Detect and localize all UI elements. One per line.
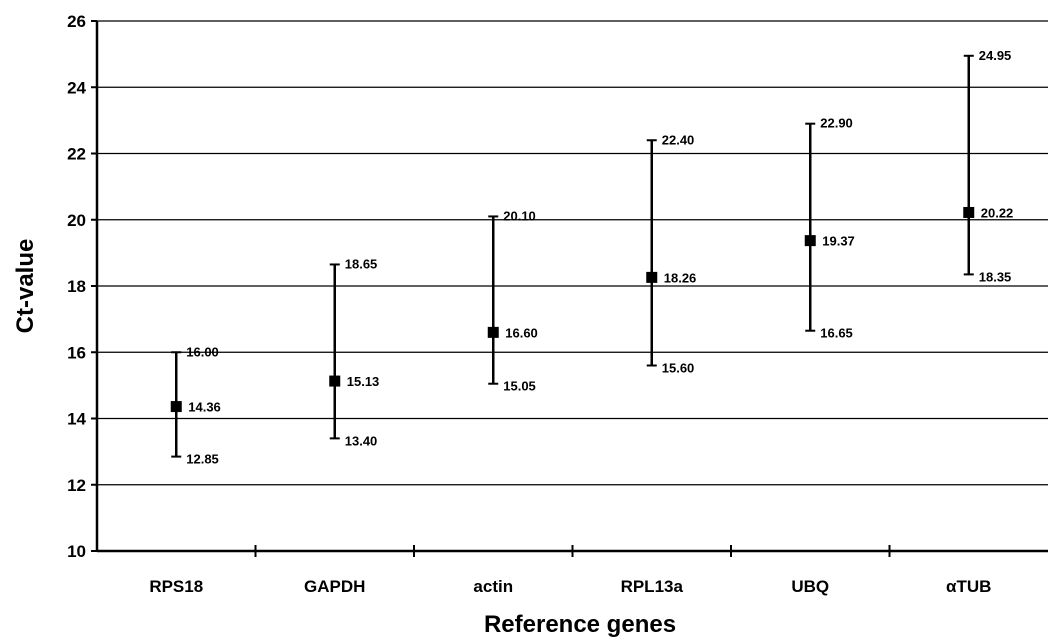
x-tick-label: actin	[473, 577, 513, 596]
y-tick-label: 22	[67, 145, 86, 164]
x-tick-label: GAPDH	[304, 577, 365, 596]
y-tick-label: 20	[67, 211, 86, 230]
min-value-label: 18.35	[979, 269, 1012, 284]
max-value-label: 18.65	[345, 256, 378, 271]
data-marks: 16.00 14.36 12.85 18.65 15.13 13.40 20.10 16.60…	[170, 48, 1014, 467]
max-value-label: 20.10	[503, 208, 536, 223]
max-value-label: 22.40	[662, 132, 695, 147]
data-point	[487, 326, 499, 338]
y-tick-label: 26	[67, 12, 86, 31]
mean-value-label: 18.26	[664, 270, 697, 285]
tick-labels: 10 12 14 16 18 20 22 24 26 RPS18 GAPDH actin RPL13a U…	[67, 12, 991, 596]
min-value-label: 13.40	[345, 433, 378, 448]
x-tick-label: RPS18	[149, 577, 203, 596]
mean-value-label: 20.22	[981, 205, 1014, 220]
mean-value-label: 14.36	[188, 400, 221, 415]
min-value-label: 12.85	[186, 452, 219, 467]
min-value-label: 16.65	[820, 326, 853, 341]
data-point	[329, 375, 341, 387]
min-value-label: 15.05	[503, 379, 536, 394]
data-point	[646, 271, 658, 283]
y-tick-label: 24	[67, 78, 86, 97]
mean-value-label: 16.60	[505, 325, 538, 340]
max-value-label: 16.00	[186, 344, 219, 359]
y-tick-label: 16	[67, 343, 86, 362]
gridlines	[97, 20, 1048, 486]
mean-value-label: 19.37	[822, 234, 855, 249]
y-tick-label: 18	[67, 277, 86, 296]
y-tick-label: 10	[67, 542, 86, 561]
y-tick-label: 12	[67, 476, 86, 495]
max-value-label: 22.90	[820, 116, 853, 131]
x-tick-label: αTUB	[946, 577, 991, 596]
data-point	[170, 401, 182, 413]
min-value-label: 15.60	[662, 361, 695, 376]
axes	[91, 20, 1048, 557]
x-axis-title: Reference genes	[484, 611, 676, 638]
x-tick-label: RPL13a	[621, 577, 684, 596]
y-tick-label: 14	[67, 410, 86, 429]
mean-value-label: 15.13	[347, 374, 380, 389]
max-value-label: 24.95	[979, 48, 1012, 63]
y-axis-title: Ct-value	[12, 239, 39, 334]
data-point	[804, 235, 816, 247]
data-point	[963, 206, 975, 218]
x-tick-label: UBQ	[791, 577, 829, 596]
